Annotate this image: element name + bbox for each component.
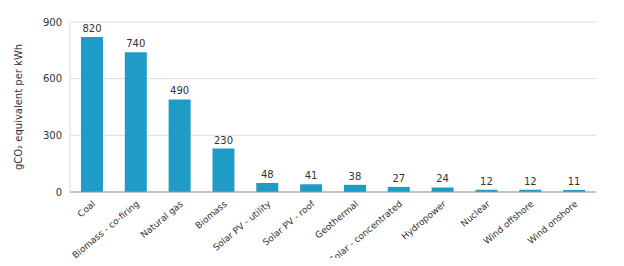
svg-text:27: 27 [392, 173, 405, 184]
svg-text:490: 490 [170, 85, 189, 96]
svg-text:Wind onshore: Wind onshore [526, 198, 580, 246]
svg-text:Solar - concentrated: Solar - concentrated [327, 199, 404, 258]
svg-text:740: 740 [126, 38, 145, 49]
svg-text:gCO₂ equivalent per kWh: gCO₂ equivalent per kWh [13, 44, 24, 170]
svg-text:48: 48 [261, 169, 274, 180]
svg-text:230: 230 [214, 135, 233, 146]
svg-text:12: 12 [480, 176, 493, 187]
svg-text:Wind offshore: Wind offshore [481, 198, 536, 247]
svg-text:0: 0 [56, 187, 62, 198]
svg-text:24: 24 [436, 173, 449, 184]
svg-text:Biomass - co-firing: Biomass - co-firing [70, 199, 141, 258]
svg-text:Hydropower: Hydropower [400, 199, 449, 242]
svg-text:Natural gas: Natural gas [139, 199, 185, 240]
svg-text:900: 900 [43, 17, 62, 28]
svg-text:12: 12 [524, 176, 537, 187]
svg-text:Biomass: Biomass [193, 199, 229, 231]
svg-text:Coal: Coal [76, 199, 98, 219]
svg-text:300: 300 [43, 130, 62, 141]
svg-text:41: 41 [305, 170, 318, 181]
svg-text:38: 38 [349, 171, 362, 182]
svg-text:820: 820 [82, 23, 101, 34]
svg-text:Solar PV - roof: Solar PV - roof [261, 198, 317, 247]
svg-text:Nuclear: Nuclear [459, 199, 492, 229]
svg-text:11: 11 [568, 176, 581, 187]
svg-text:Solar PV - utility: Solar PV - utility [211, 198, 273, 253]
svg-text:600: 600 [43, 73, 62, 84]
svg-text:Geothermal: Geothermal [313, 199, 360, 241]
